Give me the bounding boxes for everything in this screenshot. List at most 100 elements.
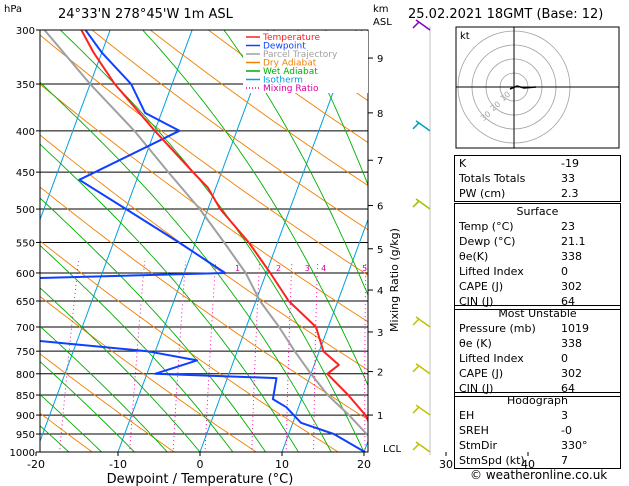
mixing-ratio-line xyxy=(59,261,79,452)
wind-barb xyxy=(415,404,431,416)
dry-adiabat-line xyxy=(91,30,368,231)
pressure-tick-label: 950 xyxy=(16,430,35,441)
height-km-label: 5 xyxy=(377,245,383,256)
wind-barb-flag xyxy=(412,318,420,326)
temperature-tick-label: -20 xyxy=(27,458,45,471)
lcl-label: LCL xyxy=(383,444,402,455)
mixing-ratio-line xyxy=(129,261,146,452)
pressure-tick-label: 500 xyxy=(16,205,35,216)
pressure-tick-label: 450 xyxy=(16,168,35,179)
hodograph-row: SREH -0 xyxy=(459,424,572,437)
index-row-k: K -19 xyxy=(459,157,579,170)
dry-adiabat-line xyxy=(40,412,93,452)
legend-label: Temperature xyxy=(262,33,320,43)
wind-barb xyxy=(415,441,431,453)
most-unstable-row: CIN (J) 64 xyxy=(459,382,575,395)
mixing-ratio-label: 10 xyxy=(405,264,415,273)
wet-adiabat-line xyxy=(223,30,368,297)
mixing-ratio-label: 1 xyxy=(235,264,240,273)
mixing-ratio-label: 6 xyxy=(383,264,388,273)
dry-adiabat-line xyxy=(40,295,258,452)
pressure-tick-label: 700 xyxy=(16,323,35,334)
pressure-tick-label: 350 xyxy=(16,80,35,91)
most-unstable-row: Lifted Index 0 xyxy=(459,352,568,365)
mixing-ratio-line xyxy=(313,261,319,452)
credit-text: © weatheronline.co.uk xyxy=(470,468,608,482)
wet-adiabat-line xyxy=(40,287,201,452)
legend-label: Wet Adiabat xyxy=(263,67,318,77)
most-unstable-row: θe (K) 338 xyxy=(459,337,582,350)
height-km-label: 9 xyxy=(377,54,383,65)
wind-barb-flag xyxy=(412,443,420,451)
mixing-ratio-label: 5 xyxy=(362,264,367,273)
pressure-tick-label: 600 xyxy=(16,269,35,280)
surface-row: CAPE (J) 302 xyxy=(459,280,582,293)
surface-row: θe(K) 338 xyxy=(459,250,582,263)
wet-adiabat-line xyxy=(59,30,365,452)
hodograph-indices-panel: Hodograph EH 3 SREH -0 StmDir 330° StmSpd (… xyxy=(454,392,621,469)
temperature-tick-label: 10 xyxy=(275,458,289,471)
dry-adiabat-line xyxy=(40,134,368,371)
surface-row: CIN (J) 64 xyxy=(459,295,575,308)
dry-adiabat-line xyxy=(40,186,368,421)
dewpoint-line xyxy=(40,30,367,452)
dry-adiabat-line xyxy=(40,34,368,276)
height-km-label: 7 xyxy=(377,156,383,167)
mixing-ratio-label: 4 xyxy=(321,264,326,273)
dry-adiabat-line xyxy=(207,30,368,144)
indices-top-panel: K -19 Totals Totals 33 PW (cm) 2.3 xyxy=(454,155,621,202)
mixing-ratio-axis-label: Mixing Ratio (g/kg) xyxy=(388,228,401,332)
surface-title: Surface xyxy=(516,205,559,218)
asl-label: ASL xyxy=(373,17,392,28)
mixing-ratio-line xyxy=(364,261,367,452)
pressure-tick-label: 900 xyxy=(16,411,35,422)
temperature-tick-label: 40 xyxy=(521,458,535,471)
legend-background xyxy=(243,31,368,93)
location-label: 24°33'N 278°45'W 1m ASL xyxy=(58,7,233,22)
wet-adiabat-line xyxy=(40,425,70,452)
height-km-label: 6 xyxy=(377,202,383,213)
pressure-tick-label: 400 xyxy=(16,127,35,138)
pressure-tick-label: 1000 xyxy=(10,448,35,459)
pressure-tick-label: 650 xyxy=(16,297,35,308)
pressure-tick-label: 550 xyxy=(16,238,35,249)
wind-barb-flag xyxy=(412,122,420,130)
legend-label: Dewpoint xyxy=(263,42,306,52)
pressure-tick-label: 800 xyxy=(16,370,35,381)
wet-adiabat-line xyxy=(40,393,102,452)
hodograph-unit-label: kt xyxy=(460,31,470,42)
hodograph-indices-title: Hodograph xyxy=(507,394,568,407)
surface-row: Temp (°C) 23 xyxy=(459,220,575,233)
wet-adiabat-line xyxy=(40,81,332,452)
wet-adiabat-line xyxy=(0,6,36,452)
height-km-label: 4 xyxy=(377,286,383,297)
isotherm-line xyxy=(281,218,368,452)
wind-barb xyxy=(415,316,431,328)
wet-adiabat-line xyxy=(296,30,368,187)
mixing-ratio-line xyxy=(285,261,293,452)
km-label: km xyxy=(373,4,389,15)
most-unstable-title: Most Unstable xyxy=(498,307,577,320)
dry-adiabat-line xyxy=(40,240,340,452)
pressure-tick-label: 750 xyxy=(16,347,35,358)
hodograph-row: StmSpd (kt) 7 xyxy=(459,454,568,467)
dry-adiabat-line xyxy=(40,353,175,452)
isotherm-line xyxy=(40,30,193,443)
hodograph-row: EH 3 xyxy=(459,409,568,422)
pressure-tick-label: 300 xyxy=(16,26,35,37)
hodograph-row: StmDir 330° xyxy=(459,439,588,452)
mixing-ratio-line xyxy=(251,261,261,452)
mixing-ratio-line xyxy=(204,261,217,452)
wind-barb xyxy=(415,198,431,210)
most-unstable-row: Pressure (mb) 1019 xyxy=(459,322,589,335)
wind-barb xyxy=(415,363,431,375)
hodograph-trace xyxy=(509,85,537,90)
wet-adiabat-line xyxy=(40,325,168,452)
surface-row: Dewp (°C) 21.1 xyxy=(459,235,586,248)
wet-adiabat-line xyxy=(40,197,266,452)
wind-barb-flag xyxy=(412,21,420,29)
wind-barb-flag xyxy=(412,200,420,208)
wet-adiabat-line xyxy=(40,244,234,452)
